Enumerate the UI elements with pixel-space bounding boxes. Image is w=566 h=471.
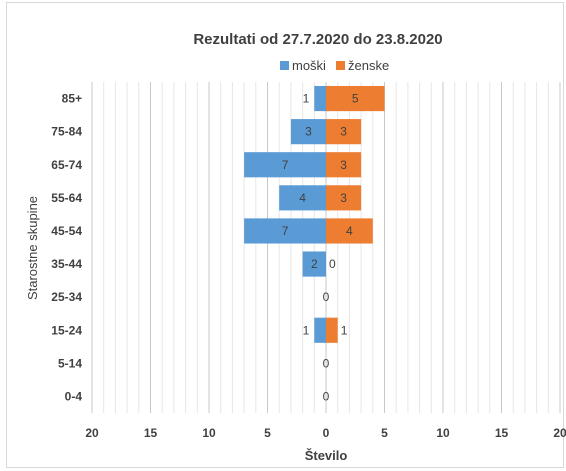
data-label: 3 (340, 125, 347, 139)
data-label: 5 (352, 92, 359, 106)
y-axis-title: Starostne skupine (25, 196, 40, 300)
data-label: 0 (323, 389, 330, 403)
category-label: 55-64 (51, 191, 82, 205)
bar-moski (244, 152, 326, 178)
x-tick-labels: 20 15 10 5 0 5 10 15 20 (85, 426, 566, 440)
bar-moski (279, 185, 326, 211)
legend-label-zenske: ženske (348, 58, 389, 73)
data-label: 1 (341, 323, 348, 337)
x-tick-label: 5 (264, 426, 271, 440)
bar-zenske (326, 152, 362, 178)
bar-moski (314, 317, 326, 343)
data-label: 0 (323, 290, 330, 304)
category-label: 85+ (62, 92, 82, 106)
x-tick-label: 20 (85, 426, 99, 440)
data-label: 3 (305, 125, 312, 139)
data-label: 0 (329, 257, 336, 271)
x-tick-label: 10 (436, 426, 450, 440)
bar-zenske (326, 185, 362, 211)
category-label: 25-34 (51, 290, 82, 304)
bar-zenske (326, 85, 385, 112)
data-label: 2 (311, 257, 318, 271)
category-label: 45-54 (51, 224, 82, 238)
category-labels: 85+ 75-84 65-74 55-64 45-54 35-44 25-34 15-24 5-… (51, 92, 82, 404)
chart-title: Rezultati od 27.7.2020 do 23.8.2020 (193, 31, 442, 48)
category-label: 15-24 (51, 323, 82, 337)
category-label: 75-84 (51, 125, 82, 139)
legend-label-moski: moški (292, 58, 326, 73)
bar-moski (244, 218, 326, 244)
category-label: 5-14 (58, 356, 82, 370)
data-label: 3 (340, 191, 347, 205)
data-label: 7 (282, 158, 289, 172)
legend-swatch-moski (280, 61, 289, 70)
data-label: 4 (346, 224, 353, 238)
x-tick-label: 15 (144, 426, 158, 440)
bar-zenske (326, 317, 338, 343)
x-tick-label: 5 (381, 426, 388, 440)
x-axis-title: Število (305, 448, 348, 463)
bar-moski (290, 119, 326, 145)
data-label: 7 (282, 224, 289, 238)
data-labels: 1 53 37 34 37 42 001 100 (282, 92, 359, 404)
category-label: 65-74 (51, 158, 82, 172)
data-label: 1 (303, 323, 310, 337)
data-label: 1 (303, 92, 310, 106)
data-label: 0 (323, 356, 330, 370)
data-label: 3 (340, 158, 347, 172)
x-tick-label: 0 (323, 426, 330, 440)
bar-zenske (326, 218, 373, 244)
bar-zenske (326, 119, 362, 145)
data-label: 4 (299, 191, 306, 205)
legend-swatch-zenske (336, 61, 345, 70)
category-label: 35-44 (51, 257, 82, 271)
bar-moski (314, 85, 326, 112)
bars (244, 85, 385, 343)
x-tick-label: 20 (553, 426, 566, 440)
legend: moški ženske (280, 58, 389, 73)
x-tick-label: 15 (495, 426, 509, 440)
bar-moski (302, 251, 326, 277)
x-tick-label: 10 (202, 426, 216, 440)
category-label: 0-4 (65, 389, 83, 403)
